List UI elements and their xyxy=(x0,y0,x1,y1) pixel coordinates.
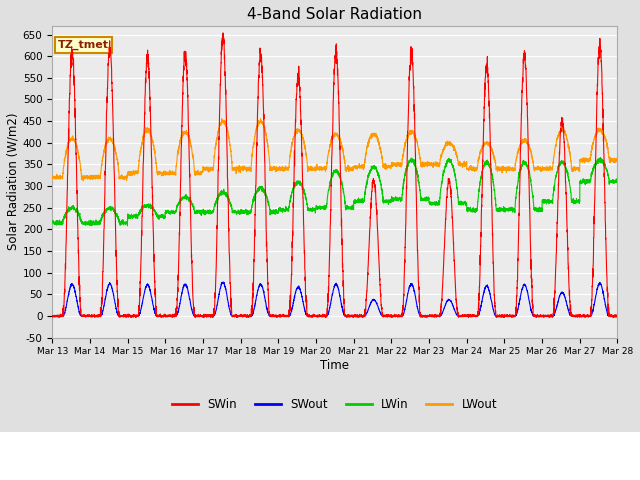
LWout xyxy=(49,173,56,179)
SWout xyxy=(431,313,438,319)
LWout xyxy=(614,158,621,164)
SWout xyxy=(314,313,322,319)
SWin xyxy=(462,313,470,319)
SWin xyxy=(431,314,438,320)
LWin xyxy=(494,207,502,213)
LWout xyxy=(314,165,322,170)
Text: TZ_tmet: TZ_tmet xyxy=(58,40,109,50)
Y-axis label: Solar Radiation (W/m2): Solar Radiation (W/m2) xyxy=(7,113,20,251)
SWin xyxy=(314,312,322,318)
SWin xyxy=(494,313,502,319)
LWout xyxy=(462,162,470,168)
SWout xyxy=(49,313,56,319)
LWin xyxy=(614,178,621,183)
LWin xyxy=(150,207,157,213)
SWin xyxy=(55,314,63,320)
LWout xyxy=(431,161,438,167)
LWin xyxy=(314,205,322,211)
LWout xyxy=(150,143,157,149)
SWin xyxy=(614,313,621,319)
LWin xyxy=(596,155,604,160)
Title: 4-Band Solar Radiation: 4-Band Solar Radiation xyxy=(247,7,422,22)
LWin xyxy=(431,202,438,208)
SWout xyxy=(220,279,227,285)
SWin xyxy=(150,258,157,264)
SWout xyxy=(613,313,621,319)
Line: SWin: SWin xyxy=(52,33,618,317)
X-axis label: Time: Time xyxy=(320,359,349,372)
LWin xyxy=(462,203,470,208)
SWout xyxy=(494,313,502,319)
Line: LWout: LWout xyxy=(52,119,618,180)
SWin xyxy=(49,313,56,319)
LWout xyxy=(494,165,502,171)
LWin xyxy=(124,223,131,229)
LWout xyxy=(123,178,131,183)
SWout xyxy=(150,305,157,311)
SWin xyxy=(219,30,227,36)
SWout xyxy=(614,313,621,319)
LWout xyxy=(613,157,621,163)
Line: LWin: LWin xyxy=(52,157,618,226)
LWin xyxy=(49,219,56,225)
Legend: SWin, SWout, LWin, LWout: SWin, SWout, LWin, LWout xyxy=(168,393,502,416)
LWin xyxy=(613,178,621,183)
SWin xyxy=(613,312,621,318)
LWout xyxy=(218,116,225,121)
Line: SWout: SWout xyxy=(52,282,618,316)
SWout xyxy=(462,313,470,319)
